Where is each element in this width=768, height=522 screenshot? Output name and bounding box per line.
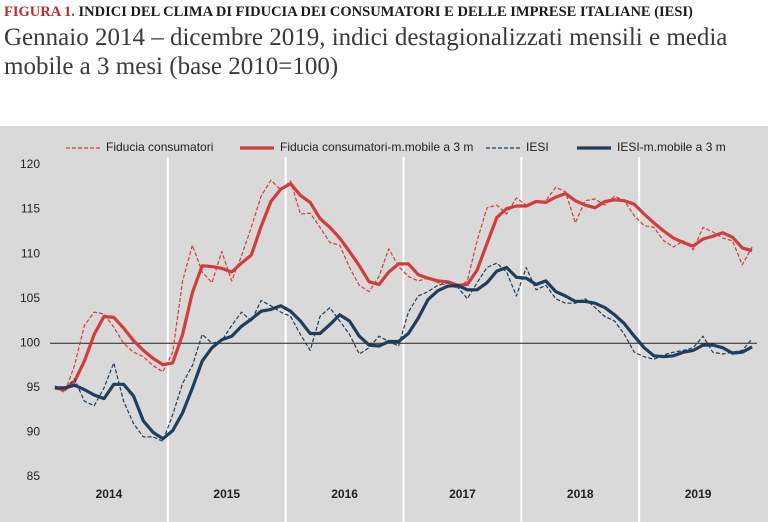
y-tick-label: 105 [20,291,40,305]
figure-label: FIGURA 1. [4,4,75,20]
figure-title: FIGURA 1. INDICI DEL CLIMA DI FIDUCIA DE… [4,4,759,21]
legend-label: Fiducia consumatori-m.mobile a 3 m [280,140,473,154]
header: FIGURA 1. INDICI DEL CLIMA DI FIDUCIA DE… [4,4,759,81]
chart-background [0,126,768,522]
subtitle: Gennaio 2014 – dicembre 2019, indici des… [4,24,728,80]
x-tick-label: 2017 [449,487,476,501]
series-line [54,265,753,441]
x-tick-label: 2015 [213,487,240,501]
y-tick-label: 115 [21,202,40,216]
legend-label: IESI-m.mobile a 3 m [617,140,726,154]
y-tick-label: 100 [20,335,40,349]
title-text: INDICI DEL CLIMA DI FIDUCIA DEI CONSUMAT… [78,4,693,20]
legend-label: IESI [526,140,549,154]
chart: 85 90 95 100 105 110 115 120 2014 2015 2016 2017 201… [0,126,768,522]
y-tick-label: 85 [27,469,41,483]
legend-label: Fiducia consumatori [106,140,213,154]
y-tick-label: 110 [21,246,40,260]
x-tick-label: 2019 [685,487,712,501]
y-tick-label: 95 [27,380,41,394]
x-tick-label: 2014 [96,487,123,501]
y-tick-label: 120 [20,157,40,171]
x-tick-label: 2018 [567,487,594,501]
y-tick-label: 90 [27,425,41,439]
x-tick-label: 2016 [331,487,358,501]
series-line [54,182,753,392]
